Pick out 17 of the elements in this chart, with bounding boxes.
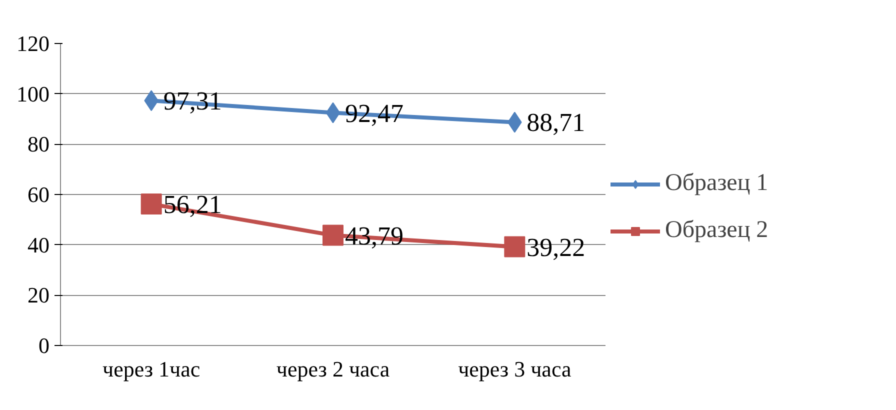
y-tick-label: 0 <box>38 333 50 358</box>
legend-label: Образец 1 <box>665 170 768 197</box>
y-tick-label: 120 <box>16 31 50 56</box>
y-tick-label: 40 <box>28 232 50 258</box>
y-tick-label: 20 <box>28 282 50 308</box>
legend-label: Образец 2 <box>665 217 768 244</box>
point <box>504 236 526 258</box>
y-tick-label: 80 <box>28 132 50 157</box>
x-tick-label: через 2 часа <box>276 356 390 382</box>
point <box>322 224 344 246</box>
y-tick-label: 100 <box>16 81 50 106</box>
x-tick-label: через 1час <box>102 356 200 382</box>
x-tick-label: через 3 часа <box>458 356 572 382</box>
data-label: 88,71 <box>526 108 586 138</box>
data-label: 39,22 <box>526 232 586 262</box>
point <box>140 194 162 215</box>
y-tick-label: 60 <box>28 182 50 207</box>
